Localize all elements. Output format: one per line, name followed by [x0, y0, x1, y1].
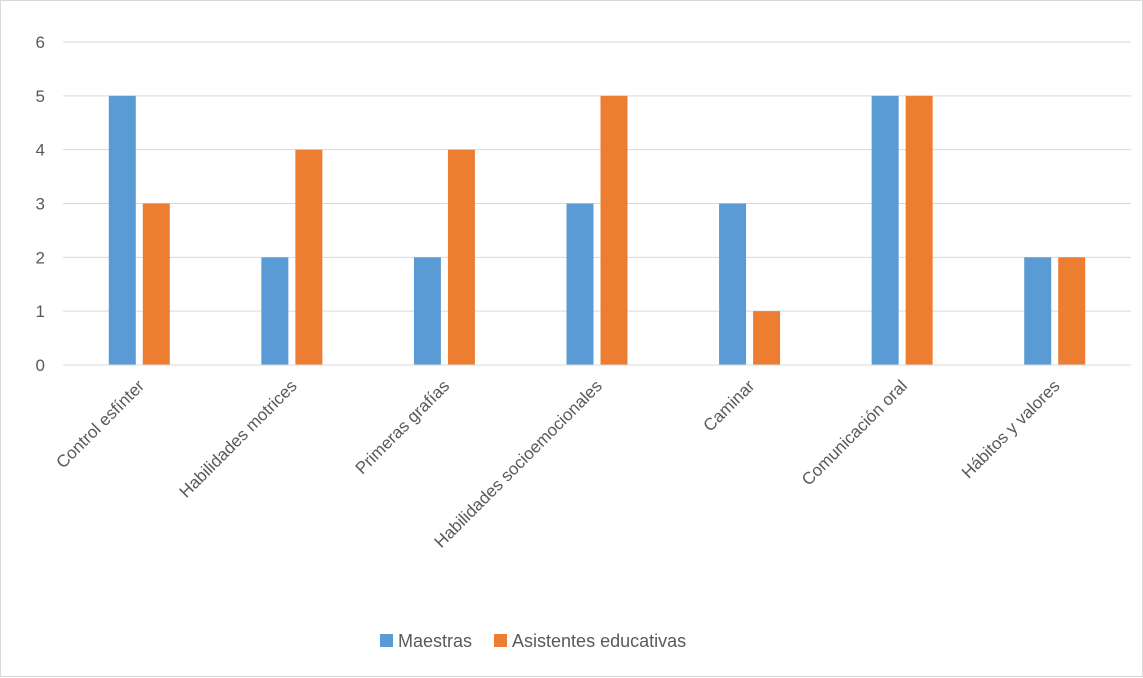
legend-swatch	[494, 634, 508, 647]
category-labels: Control esfínter Habilidades motrices Prim…	[52, 376, 1063, 551]
y-tick-label: 0	[36, 356, 45, 375]
bar-asistentes-4	[753, 311, 781, 365]
bar-asistentes-1	[295, 149, 323, 365]
x-category-label: Caminar	[700, 376, 759, 435]
bar-asistentes-5	[905, 95, 933, 365]
bar-asistentes-6	[1058, 257, 1086, 365]
x-category-label: Primeras grafías	[352, 376, 454, 478]
bar-asistentes-2	[447, 149, 475, 365]
bars	[108, 95, 1086, 365]
y-tick-label: 1	[36, 302, 45, 321]
y-axis-ticks: 0 1 2 3 4 5 6	[36, 33, 45, 375]
x-category-label: Habilidades socioemocionales	[431, 376, 606, 551]
x-category-label: Comunicación oral	[798, 376, 911, 489]
legend-label: Maestras	[398, 631, 472, 651]
bar-maestras-5	[871, 95, 899, 365]
bar-asistentes-0	[142, 203, 170, 365]
y-tick-label: 5	[36, 87, 45, 106]
bar-maestras-3	[566, 203, 594, 365]
y-tick-label: 2	[36, 248, 45, 267]
x-category-label: Habilidades motrices	[176, 376, 301, 501]
y-tick-label: 6	[36, 33, 45, 52]
legend-swatch	[380, 634, 393, 647]
bar-maestras-1	[261, 257, 289, 365]
bar-asistentes-3	[600, 95, 628, 365]
bar-maestras-6	[1024, 257, 1052, 365]
legend-label: Asistentes educativas	[512, 631, 686, 651]
x-category-label: Hábitos y valores	[958, 376, 1064, 482]
y-tick-label: 4	[36, 141, 45, 160]
bar-maestras-4	[719, 203, 747, 365]
gridlines	[63, 41, 1131, 312]
bar-maestras-2	[413, 257, 441, 365]
bar-maestras-0	[108, 95, 136, 365]
legend: Maestras Asistentes educativas	[380, 631, 686, 651]
y-tick-label: 3	[36, 195, 45, 214]
x-category-label: Control esfínter	[52, 376, 148, 472]
